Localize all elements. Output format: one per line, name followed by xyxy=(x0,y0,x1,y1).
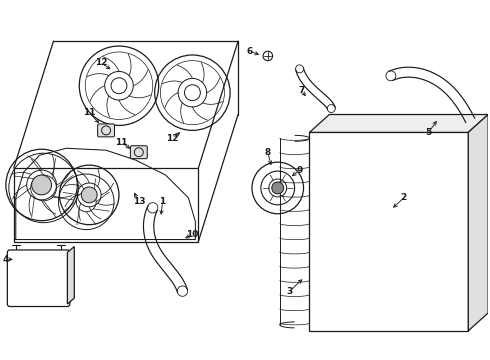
Text: 9: 9 xyxy=(296,166,303,175)
Polygon shape xyxy=(468,114,488,331)
Text: 12: 12 xyxy=(166,134,179,143)
Text: 7: 7 xyxy=(298,86,305,95)
Text: 11: 11 xyxy=(115,138,127,147)
Polygon shape xyxy=(68,247,74,304)
Text: 12: 12 xyxy=(95,58,107,67)
Text: 11: 11 xyxy=(83,108,96,117)
Text: 10: 10 xyxy=(186,230,198,239)
Text: 13: 13 xyxy=(133,197,145,206)
Text: 5: 5 xyxy=(425,128,432,137)
FancyBboxPatch shape xyxy=(130,146,147,159)
Text: 4: 4 xyxy=(2,255,9,264)
Text: 6: 6 xyxy=(247,46,253,55)
Text: 2: 2 xyxy=(401,193,407,202)
Polygon shape xyxy=(310,114,488,132)
FancyBboxPatch shape xyxy=(98,124,115,137)
Circle shape xyxy=(32,175,51,195)
Circle shape xyxy=(81,187,97,203)
Text: 1: 1 xyxy=(160,197,166,206)
Bar xyxy=(310,132,468,331)
Text: 8: 8 xyxy=(265,148,271,157)
FancyBboxPatch shape xyxy=(7,250,70,306)
Text: 3: 3 xyxy=(287,287,293,296)
Circle shape xyxy=(272,182,284,194)
